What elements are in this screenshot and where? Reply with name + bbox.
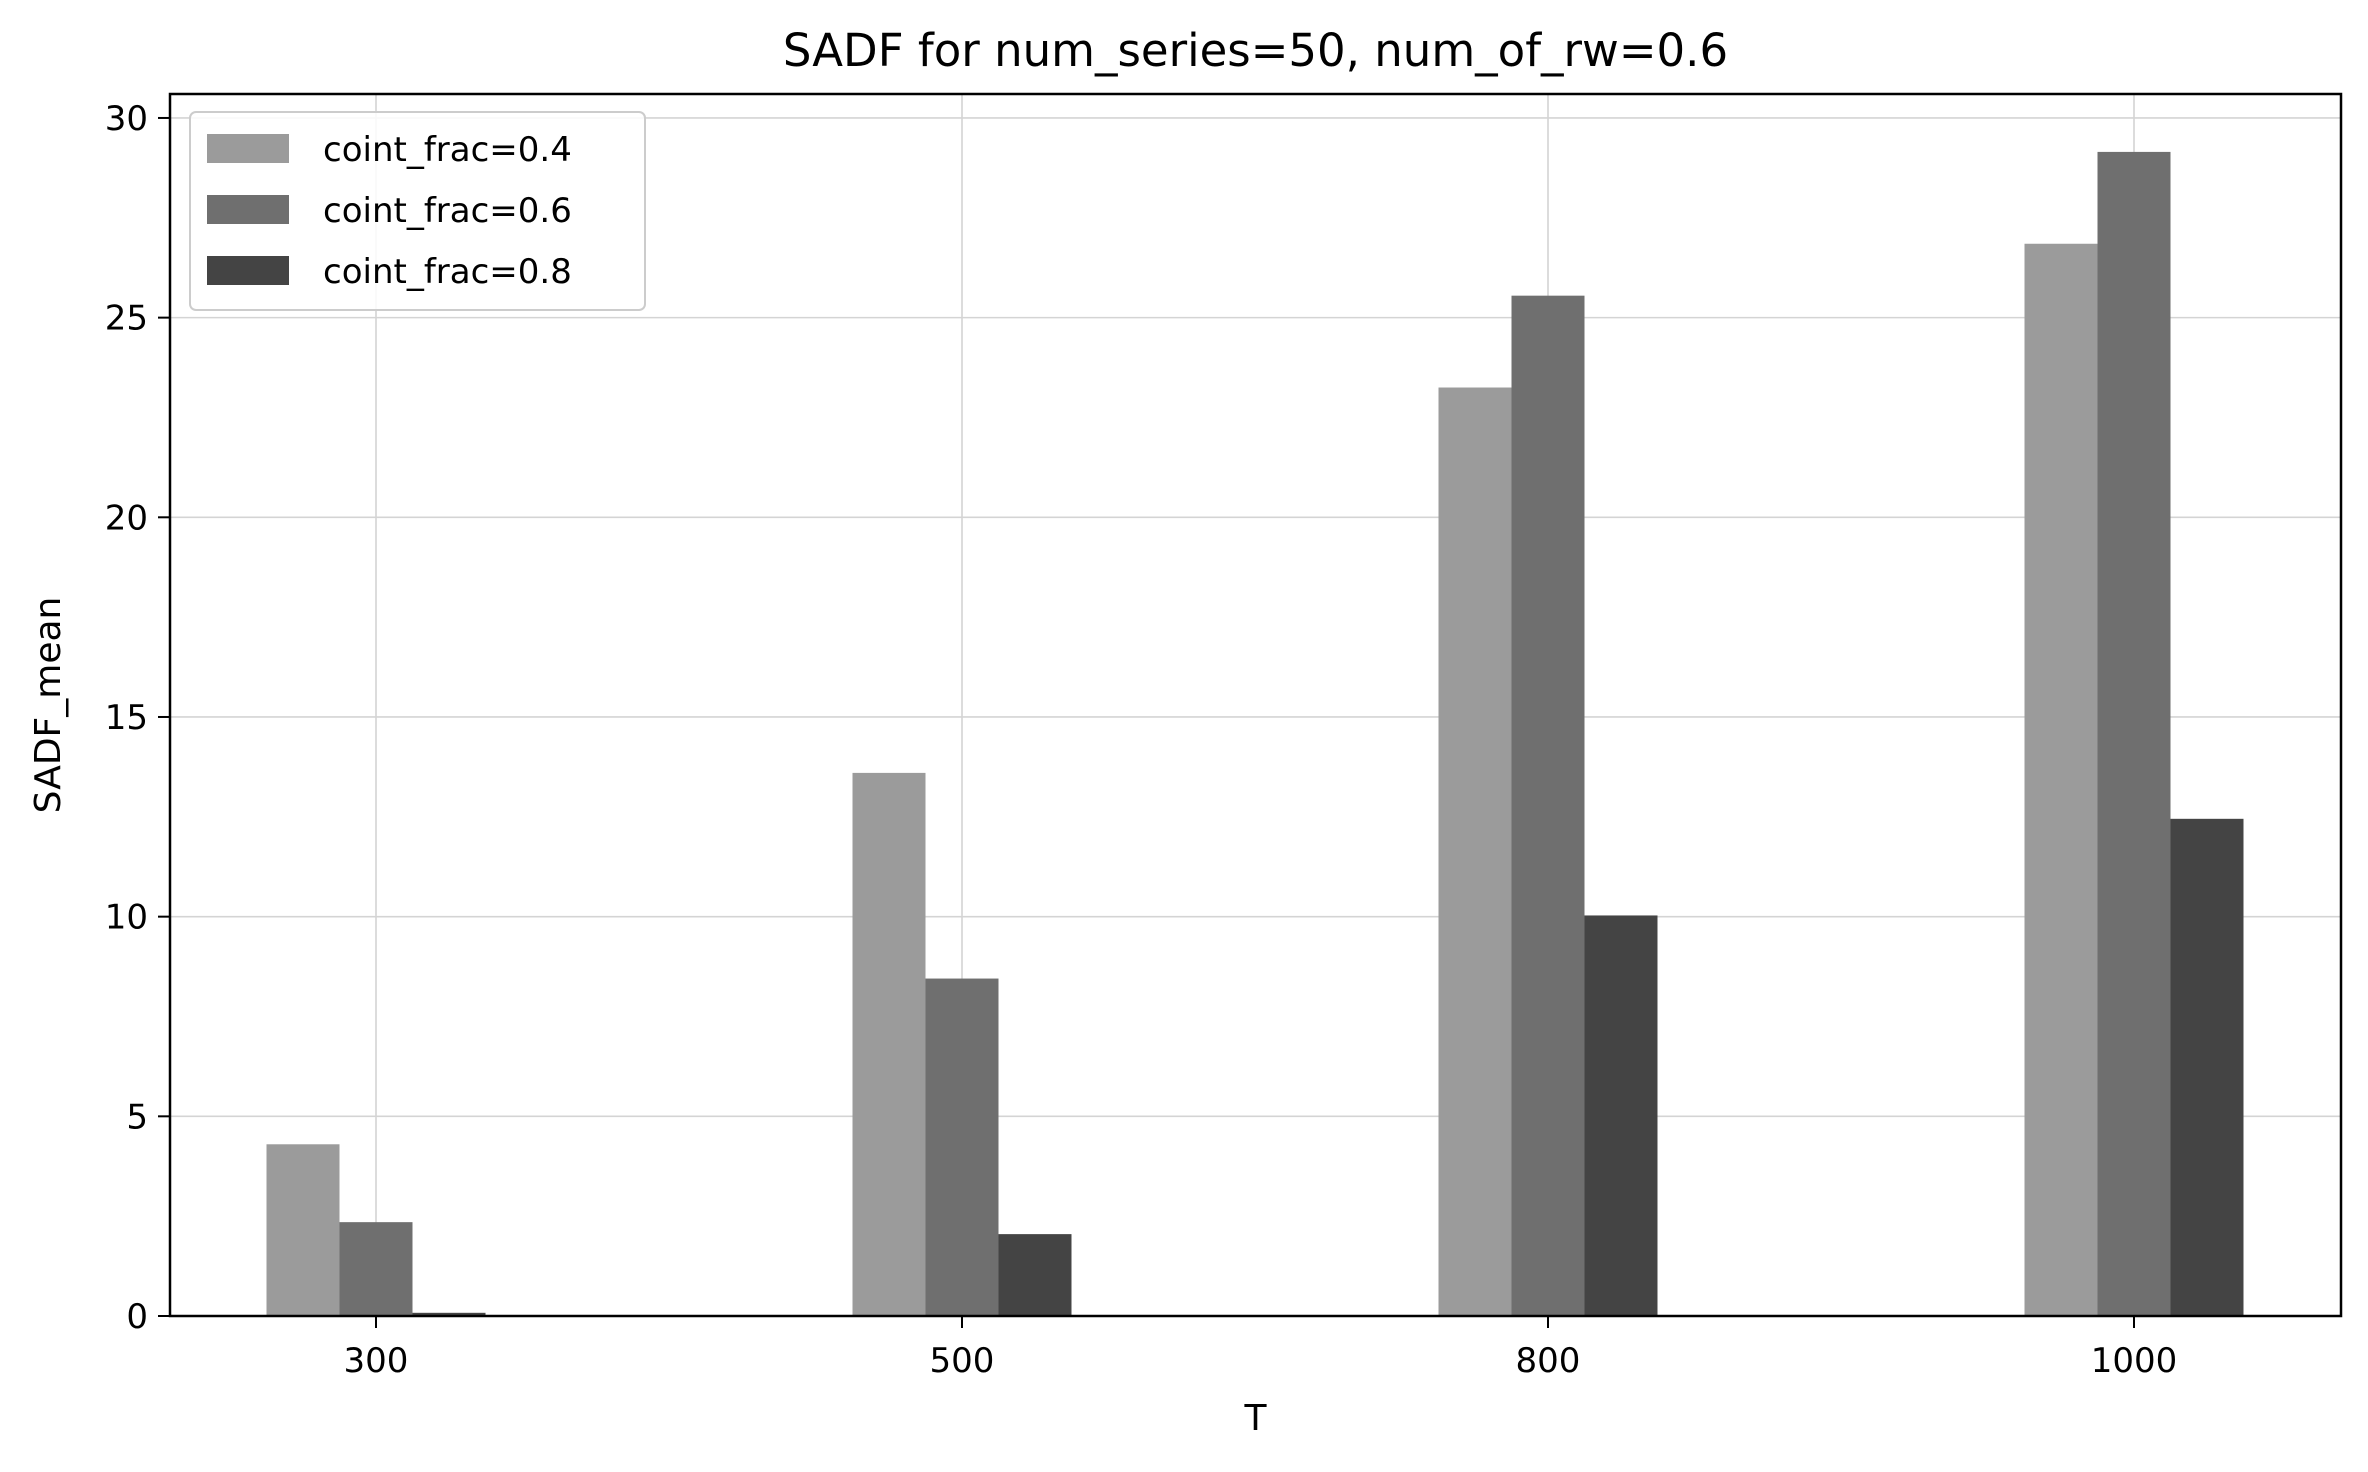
bar-1000-series-1	[2024, 243, 2098, 1317]
x-axis-ticks: 300 500 800 1000	[344, 1316, 2178, 1381]
bar-800-series-1	[1438, 387, 1512, 1316]
legend-label: coint_frac=0.8	[323, 252, 572, 292]
bar-500-series-2	[925, 978, 999, 1316]
y-tick-label: 0	[126, 1297, 148, 1337]
legend-swatch	[207, 256, 289, 285]
bars	[266, 151, 2244, 1317]
bar-500-series-1	[852, 772, 926, 1316]
bar-300-series-1	[266, 1144, 340, 1316]
legend-swatch	[207, 195, 289, 224]
y-tick-label: 30	[105, 99, 148, 139]
legend-label: coint_frac=0.6	[323, 191, 572, 231]
y-tick-label: 15	[105, 698, 148, 738]
plot-frame	[168, 92, 2343, 1318]
legend: coint_frac=0.4 coint_frac=0.6 coint_frac=0…	[189, 111, 646, 311]
x-tick-label: 500	[930, 1341, 995, 1381]
x-tick-label: 300	[344, 1341, 409, 1381]
bar-800-series-3	[1584, 915, 1658, 1316]
legend-label: coint_frac=0.4	[323, 130, 572, 170]
y-tick-label: 20	[105, 498, 148, 538]
bar-1000-series-3	[2170, 818, 2244, 1316]
x-axis-label: T	[1244, 1398, 1268, 1439]
bar-800-series-2	[1511, 295, 1585, 1316]
y-axis-label: SADF_mean	[28, 597, 69, 814]
y-tick-label: 10	[105, 898, 148, 938]
y-axis-ticks: 0 5 10 15 20 25 30	[105, 99, 170, 1337]
y-tick-label: 5	[126, 1097, 148, 1137]
bar-1000-series-2	[2097, 151, 2171, 1316]
bar-300-series-2	[339, 1222, 413, 1316]
bar-500-series-3	[998, 1234, 1072, 1316]
chart-title: SADF for num_series=50, num_of_rw=0.6	[783, 24, 1728, 77]
legend-box	[189, 111, 646, 311]
legend-swatch	[207, 134, 289, 163]
x-tick-label: 1000	[2091, 1341, 2178, 1381]
x-tick-label: 800	[1516, 1341, 1581, 1381]
y-tick-label: 25	[105, 299, 148, 339]
bar-300-series-3	[412, 1312, 486, 1316]
